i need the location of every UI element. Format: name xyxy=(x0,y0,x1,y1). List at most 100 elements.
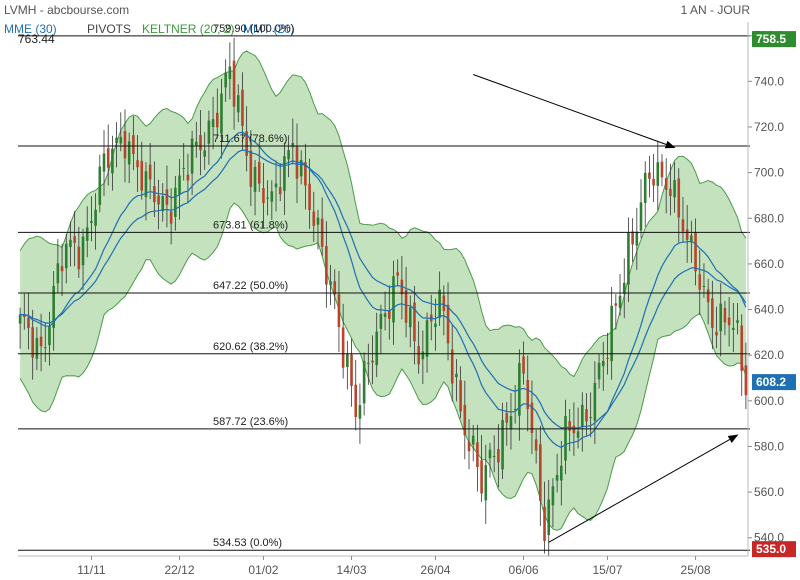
candle xyxy=(681,197,685,242)
fib-label: 759.90 (100.0%) xyxy=(213,23,294,35)
fib-label: 534.53 (0.0%) xyxy=(213,537,282,549)
x-tick-label: 14/03 xyxy=(337,563,367,577)
candle xyxy=(52,271,55,351)
candle xyxy=(371,335,374,385)
candle xyxy=(350,338,353,407)
candle xyxy=(656,141,660,211)
candle xyxy=(115,122,118,168)
candle xyxy=(555,453,559,493)
candle xyxy=(551,478,555,528)
candle xyxy=(215,88,219,139)
svg-text:758.5: 758.5 xyxy=(756,32,786,46)
candle xyxy=(106,124,110,186)
candle xyxy=(211,96,215,150)
candles xyxy=(18,37,748,557)
price-tag-low: 535.0 xyxy=(752,541,796,558)
candle xyxy=(459,366,462,419)
candle xyxy=(455,359,458,402)
candle xyxy=(413,285,416,365)
price-tag-last: 608.2 xyxy=(752,374,796,391)
candle xyxy=(257,141,261,192)
legend-item-mme[interactable]: MME (30) xyxy=(4,22,57,36)
mme-line xyxy=(20,149,747,429)
x-tick-label: 11/11 xyxy=(77,563,106,577)
candle xyxy=(652,153,655,203)
candle xyxy=(85,206,89,258)
candle xyxy=(375,312,379,378)
candle xyxy=(719,283,723,357)
candle xyxy=(119,112,123,152)
x-tick-label: 26/04 xyxy=(420,563,450,577)
candle xyxy=(90,196,93,242)
candle xyxy=(673,162,676,213)
x-tick-label: 01/02 xyxy=(248,563,278,577)
candle xyxy=(35,327,39,371)
candle xyxy=(362,352,366,416)
x-tick-label: 06/06 xyxy=(509,563,539,577)
candle xyxy=(660,154,664,187)
svg-text:608.2: 608.2 xyxy=(756,375,786,389)
candle xyxy=(400,255,404,320)
candle xyxy=(132,116,135,171)
candle xyxy=(253,159,257,216)
candle xyxy=(568,409,571,452)
candle xyxy=(727,297,731,347)
candle xyxy=(148,142,152,200)
candle xyxy=(539,425,542,526)
price-tag-high: 758.5 xyxy=(752,31,796,48)
candle xyxy=(232,37,236,130)
candle xyxy=(358,383,362,444)
keltner-lower-line xyxy=(19,202,747,531)
candle xyxy=(304,143,307,210)
legend-item-keltner[interactable]: KELTNER (20, 2) xyxy=(142,22,234,36)
y-axis: 540.0560.0580.0600.0620.0640.0660.0680.0… xyxy=(747,22,784,556)
candle xyxy=(740,314,744,396)
candle xyxy=(274,160,278,212)
candle xyxy=(669,163,672,216)
candle xyxy=(174,175,177,231)
candle xyxy=(182,143,186,181)
candle xyxy=(98,154,102,213)
legend-item-pivots[interactable]: PIVOTS xyxy=(87,22,131,36)
candle xyxy=(505,402,509,446)
candle xyxy=(706,278,710,325)
candle xyxy=(677,168,681,243)
candle xyxy=(73,211,76,267)
candle xyxy=(287,135,290,178)
candle xyxy=(316,209,320,250)
candle xyxy=(207,110,211,165)
candle xyxy=(614,294,618,330)
candle xyxy=(60,243,64,297)
candle xyxy=(631,218,634,263)
candle xyxy=(144,162,148,221)
candle xyxy=(157,179,160,230)
candle xyxy=(522,341,525,385)
trend-arrow xyxy=(548,434,739,543)
candle xyxy=(425,312,429,373)
candle xyxy=(278,163,282,202)
candle xyxy=(396,259,399,287)
fib-label: 587.72 (23.6%) xyxy=(213,416,288,428)
candle xyxy=(111,135,114,191)
candle xyxy=(392,260,395,345)
candle xyxy=(27,292,30,350)
candle xyxy=(228,42,232,100)
candle xyxy=(354,359,358,431)
candle xyxy=(236,84,240,123)
candle xyxy=(509,393,513,450)
y-tick-label: 640.0 xyxy=(754,303,784,317)
candle xyxy=(534,429,538,464)
candle xyxy=(136,135,139,192)
fib-label: 620.62 (38.2%) xyxy=(213,341,288,353)
legend-item-mmt[interactable]: MMT (20) xyxy=(243,22,295,36)
candle xyxy=(195,121,198,158)
candle xyxy=(643,161,647,227)
candle xyxy=(22,293,26,330)
candle xyxy=(77,226,81,278)
candle xyxy=(31,309,34,380)
candle xyxy=(484,444,488,524)
candle xyxy=(186,153,190,203)
candle xyxy=(199,109,202,176)
candle xyxy=(442,285,446,336)
candle xyxy=(178,158,181,220)
